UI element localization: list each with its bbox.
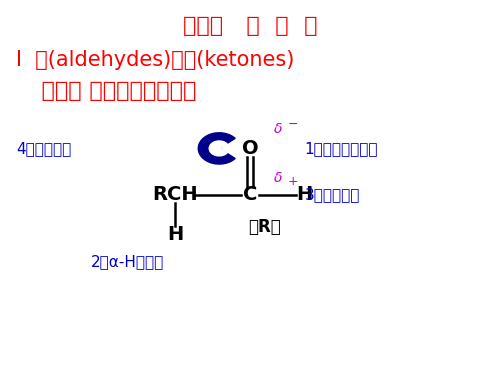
Text: 第一节 醇和酮的化学性质: 第一节 醇和酮的化学性质 — [26, 81, 196, 101]
Text: Ⅰ  醇(aldehydes)和酮(ketones): Ⅰ 醇(aldehydes)和酮(ketones) — [16, 50, 294, 70]
Wedge shape — [209, 141, 228, 156]
Text: δ: δ — [274, 171, 282, 185]
Text: （R）: （R） — [248, 217, 282, 236]
Text: +: + — [288, 176, 298, 188]
Text: 3、氧化反应: 3、氧化反应 — [304, 188, 360, 202]
Text: 第九章   醇  酮  醜: 第九章 醇 酮 醜 — [183, 16, 318, 36]
Wedge shape — [198, 133, 235, 164]
Text: −: − — [288, 118, 298, 131]
Text: O: O — [242, 139, 258, 158]
Text: H: H — [168, 225, 184, 243]
Text: 1、亲核加成反应: 1、亲核加成反应 — [304, 141, 378, 156]
Text: H: H — [296, 186, 313, 204]
Text: C: C — [243, 186, 257, 204]
Text: RCH: RCH — [152, 186, 198, 204]
Text: δ: δ — [274, 122, 282, 136]
Text: 2、α-H的反应: 2、α-H的反应 — [91, 255, 164, 270]
Text: 4、还原反应: 4、还原反应 — [16, 141, 72, 156]
